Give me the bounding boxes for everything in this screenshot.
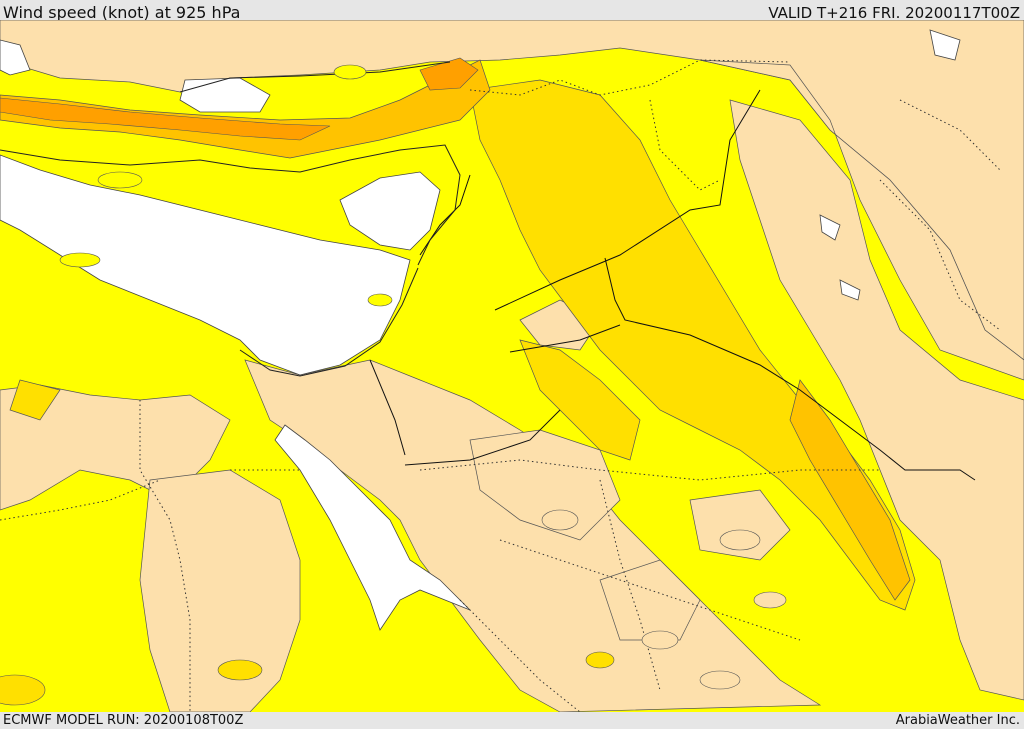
header-bar: Wind speed (knot) at 925 hPa VALID T+216… [0, 0, 1024, 22]
wind-speed-map [0, 20, 1024, 712]
map-title: Wind speed (knot) at 925 hPa [3, 3, 241, 22]
country-borders [0, 59, 1001, 712]
credit-text: ArabiaWeather Inc. [895, 713, 1020, 728]
model-run: ECMWF MODEL RUN: 20200108T00Z [3, 713, 244, 728]
wind-band-dark-orange [0, 57, 479, 141]
map-canvas [0, 20, 1024, 712]
footer-bar: ECMWF MODEL RUN: 20200108T00Z ArabiaWeat… [0, 712, 1024, 729]
valid-time: VALID T+216 FRI. 20200117T00Z [768, 4, 1020, 22]
small-wind-cells [0, 64, 787, 706]
wind-band-gold [9, 79, 916, 611]
wind-band-tan [0, 20, 1024, 712]
sea-calm-areas [0, 29, 961, 631]
coastlines [0, 61, 461, 377]
wind-band-orange [0, 59, 911, 601]
